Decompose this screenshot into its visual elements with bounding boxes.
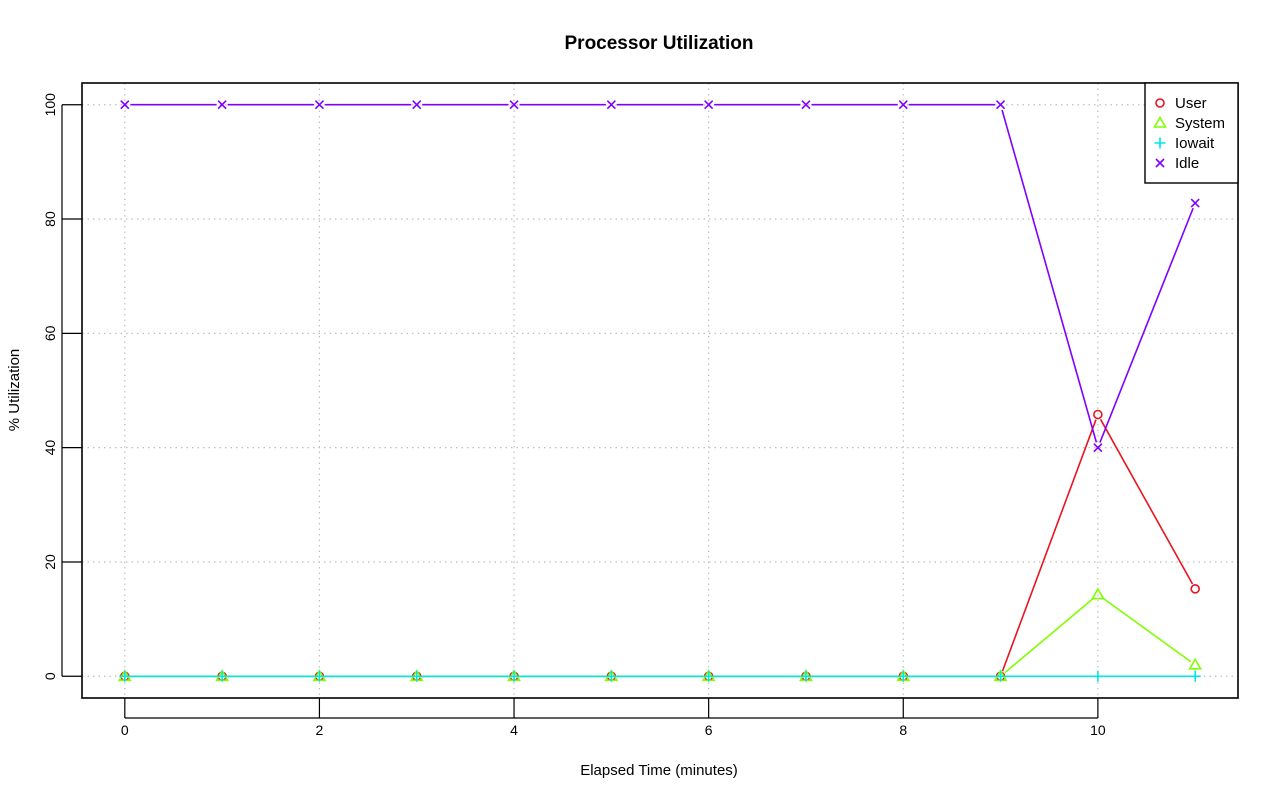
series-idle-point [704,100,714,110]
y-tick-label: 40 [42,440,58,456]
series-system-points [117,587,1203,682]
legend: User System Iowait Idle [1144,82,1239,184]
series-iowait-point [1092,670,1104,682]
series-iowait-points [119,670,1201,682]
series-iowait-point [605,670,617,682]
y-tick-label: 0 [42,672,58,680]
x-axis-label: Elapsed Time (minutes) [580,762,738,779]
legend-idle-label: Idle [1175,155,1199,172]
series-user-point [1093,409,1103,420]
series-system-point [1090,587,1105,600]
series-idle-point [996,100,1006,110]
series-system-point [1188,657,1203,670]
series-lines [130,103,1194,678]
series-iowait-point [216,670,228,682]
series-idle-point [217,100,227,110]
x-tick-label: 10 [1090,722,1106,738]
series-idle-point [120,100,130,110]
legend-iowait-label: Iowait [1175,135,1215,152]
series-iowait-point [800,670,812,682]
series-system-segment [1004,597,1095,674]
series-user-points [120,409,1200,682]
legend-user-label: User [1175,95,1207,112]
x-tick-label: 0 [121,722,129,738]
series-idle-point [606,100,616,110]
series-user-segment [1099,418,1194,585]
x-axis: 0 2 4 6 8 10 [121,698,1106,738]
y-tick-label: 60 [42,325,58,341]
series-idle-point [412,100,422,110]
series-iowait-point [119,670,131,682]
series-idle-point [801,100,811,110]
x-tick-label: 8 [899,722,907,738]
series-iowait-point [508,670,520,682]
series-iowait-point [703,670,715,682]
series-iowait-point [1189,670,1201,682]
series-iowait-point [995,670,1007,682]
series-user-segment [1001,419,1097,672]
legend-idle-marker [1155,158,1165,168]
y-tick-label: 100 [42,93,58,117]
series-markers [117,100,1203,682]
x-tick-label: 2 [316,722,324,738]
series-idle-point [314,100,324,110]
series-idle-segment [1099,207,1194,443]
legend-system-label: System [1175,115,1225,132]
series-iowait-point [897,670,909,682]
y-axis-label: % Utilization [6,349,23,432]
series-system [130,597,1192,678]
grid [82,83,1238,698]
y-tick-label: 80 [42,211,58,227]
x-tick-label: 6 [705,722,713,738]
series-idle-point [1190,198,1200,208]
series-idle-segment [1001,109,1098,443]
y-tick-label: 20 [42,554,58,570]
series-idle-point [509,100,519,110]
legend-system-marker [1153,115,1167,128]
series-idle-point [1093,443,1103,453]
y-axis: 0 20 40 60 80 100 [42,93,82,680]
series-idle-points [120,100,1200,453]
plot-frame [81,82,1239,699]
series-idle [130,103,1194,443]
x-tick-label: 4 [510,722,518,738]
series-iowait-point [411,670,423,682]
chart-title: Processor Utilization [565,33,754,54]
series-iowait-point [313,670,325,682]
legend-user-marker [1155,98,1165,108]
series-user-point [1190,584,1200,594]
series-user [130,418,1194,678]
series-system-segment [1101,597,1192,663]
legend-iowait-marker [1154,137,1166,149]
series-idle-point [898,100,908,110]
